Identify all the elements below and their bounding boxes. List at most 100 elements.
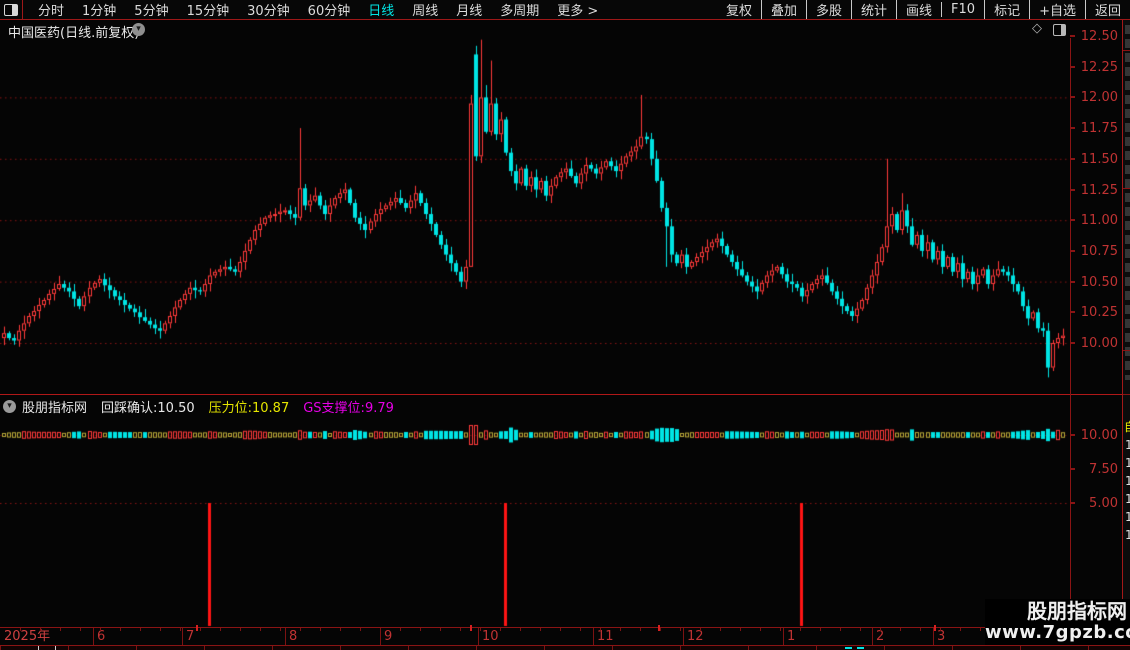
indicator-axis-tick [1070, 434, 1075, 436]
month-divider [478, 628, 479, 645]
watermark: 股朋指标网 www.7gpzb.com [985, 599, 1130, 645]
indicator-axis-tick [1070, 502, 1075, 504]
month-label-7: 7 [186, 629, 195, 644]
date-tick [320, 628, 321, 631]
date-tick [900, 628, 901, 631]
month-divider [93, 628, 94, 645]
date-tick [940, 628, 941, 631]
strip-digit: 1 [1125, 510, 1130, 524]
date-bright-tick [658, 625, 660, 631]
indicator-axis-label: 5.00 [1089, 496, 1118, 511]
tool-button-统计[interactable]: 统计 [851, 0, 896, 19]
month-divider [380, 628, 381, 645]
date-tick [140, 628, 141, 631]
date-tick [240, 628, 241, 631]
price-axis-label: 10.50 [1080, 274, 1118, 290]
price-axis-tick [1070, 280, 1075, 283]
date-tick [380, 628, 381, 631]
bottom-white-tick [38, 646, 39, 650]
tool-button-画线[interactable]: 画线 [896, 0, 941, 19]
date-tick [740, 628, 741, 631]
title-row: 中国医药(日线.前复权) ▾ ◇ [0, 20, 1130, 41]
price-axis-tick [1070, 342, 1075, 344]
month-label-6: 6 [97, 629, 106, 644]
price-axis-label: 11.50 [1080, 151, 1118, 167]
date-tick [20, 628, 21, 631]
title-dropdown-icon[interactable]: ▾ [132, 23, 145, 36]
period-tab-周线[interactable]: 周线 [412, 4, 439, 19]
date-tick [340, 628, 341, 631]
tool-button-返回[interactable]: 返回 [1084, 0, 1130, 19]
month-divider [285, 628, 286, 645]
period-tab-多周期[interactable]: 多周期 [500, 4, 540, 19]
period-tab-5分钟[interactable]: 5分钟 [134, 4, 169, 19]
bottom-white-tick [55, 646, 56, 650]
tool-button-F10[interactable]: F10 [941, 2, 984, 17]
diamond-icon[interactable]: ◇ [1032, 21, 1042, 36]
tool-button-多股[interactable]: 多股 [805, 0, 851, 19]
strip-label: 自 [1124, 418, 1130, 435]
month-divider [783, 628, 784, 645]
tool-button-标记[interactable]: 标记 [984, 0, 1029, 19]
date-tick [40, 628, 41, 631]
price-axis-tick [1070, 127, 1075, 130]
date-tick [540, 628, 541, 631]
date-tick [840, 628, 841, 631]
strip-digit: 1 [1125, 474, 1130, 488]
price-axis-tick [1070, 35, 1075, 37]
date-bright-tick [934, 625, 936, 631]
indicator-name[interactable]: 股朋指标网 [22, 400, 88, 416]
indicator-sub-chart[interactable] [0, 418, 1070, 627]
price-axis-label: 10.25 [1080, 305, 1118, 321]
date-tick [500, 628, 501, 631]
month-label-2: 2 [876, 629, 885, 644]
tool-button-复权[interactable]: 复权 [725, 4, 752, 19]
date-tick [920, 628, 921, 631]
period-tab-60分钟[interactable]: 60分钟 [307, 4, 351, 19]
price-axis-tick [1070, 157, 1075, 160]
date-tick [160, 628, 161, 631]
period-tab-分时[interactable]: 分时 [38, 4, 65, 19]
date-tick [480, 628, 481, 631]
main-candlestick-chart[interactable] [0, 38, 1070, 394]
date-tick [80, 628, 81, 631]
watermark-url: www.7gpzb.com [985, 622, 1130, 643]
date-tick [580, 628, 581, 631]
month-divider [872, 628, 873, 645]
panel-divider [0, 394, 1130, 395]
period-tab-更多 >[interactable]: 更多 > [557, 4, 599, 19]
indicator-value-2: GS支撑位:9.79 [303, 400, 394, 416]
period-tab-15分钟[interactable]: 15分钟 [186, 4, 230, 19]
tool-button-+自选[interactable]: +自选 [1029, 0, 1085, 19]
strip-digit: 1 [1125, 456, 1130, 470]
date-tick [960, 628, 961, 631]
period-tab-30分钟[interactable]: 30分钟 [247, 4, 290, 19]
price-axis-tick [1070, 311, 1075, 314]
price-axis-tick [1070, 65, 1075, 68]
date-tick [700, 628, 701, 631]
date-tick [280, 628, 281, 631]
period-tab-月线[interactable]: 月线 [456, 4, 483, 19]
date-tick [980, 628, 981, 631]
month-label-11: 11 [597, 629, 614, 644]
bottom-cyan-mark [857, 647, 864, 649]
price-axis-line [1070, 38, 1071, 645]
date-tick [460, 628, 461, 631]
date-tick [780, 628, 781, 631]
right-sidebar-strip[interactable]: 自 1 1 1 1 1 1 [1122, 20, 1130, 645]
pane-toggle-icon[interactable] [1053, 24, 1066, 36]
period-tab-日线[interactable]: 日线 [368, 4, 395, 19]
tool-button-叠加[interactable]: 叠加 [760, 0, 806, 19]
month-label-12: 12 [687, 629, 704, 644]
watermark-site-name: 股朋指标网 [1027, 599, 1127, 623]
date-bright-tick [196, 625, 198, 631]
tools-menu: 复权 叠加 多股 统计 画线 F10 标记 +自选 返回 [717, 0, 1130, 19]
date-tick [180, 628, 181, 631]
date-tick [200, 628, 201, 631]
chart-title: 中国医药(日线.前复权) [8, 26, 140, 41]
indicator-collapse-icon[interactable]: ▾ [3, 399, 16, 413]
window-layout-icon[interactable] [0, 0, 23, 19]
period-tab-1分钟[interactable]: 1分钟 [82, 4, 117, 19]
price-axis-label: 11.00 [1080, 213, 1118, 229]
price-axis-tick [1070, 249, 1075, 252]
